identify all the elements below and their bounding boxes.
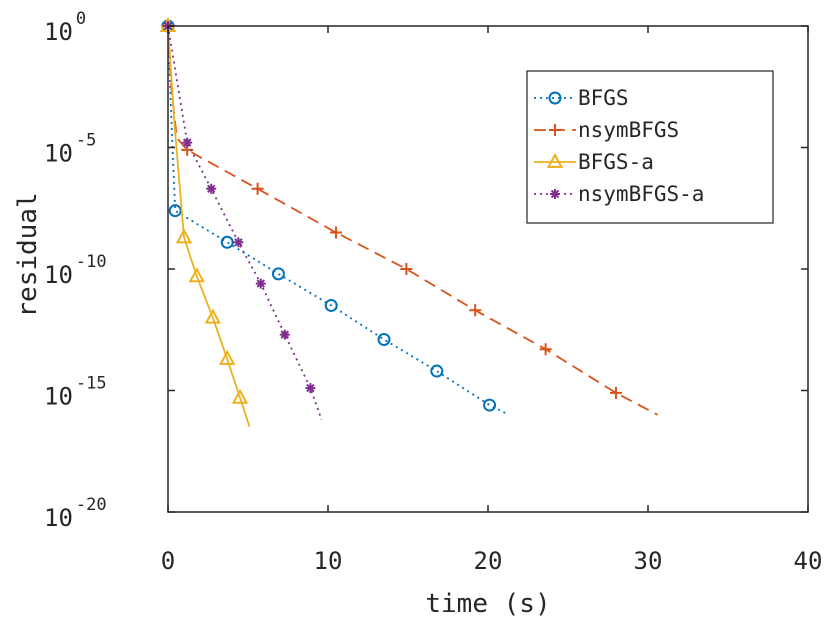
- data-point-bfgs-1: [168, 204, 182, 218]
- data-point-nsymbfgs-4: [400, 263, 413, 275]
- data-point-nsymbfgs-a-2: [206, 183, 217, 194]
- x-tick-label: 0: [161, 547, 175, 575]
- series-bfgs: [161, 19, 510, 416]
- data-point-nsymbfgs-3: [330, 226, 342, 239]
- legend-marker-nsymbfgs: [549, 124, 561, 136]
- legend-marker-bfgs: [548, 91, 562, 105]
- legend-marker-bfgs-a: [546, 152, 564, 168]
- x-axis-label: time (s): [425, 589, 550, 619]
- legend-label: nsymBFGS-a: [578, 182, 704, 206]
- data-point-nsymbfgs-a-3: [233, 237, 244, 248]
- series-nsymbfgs-a: [163, 21, 323, 421]
- y-tick-label: 10 -20: [44, 495, 107, 532]
- legend-item-bfgs-a: BFGS-a: [534, 150, 654, 174]
- data-point-bfgs-5: [377, 332, 391, 346]
- data-point-bfgs-2: [220, 235, 234, 249]
- series-line-bfgs-a: [167, 25, 251, 428]
- series-line-nsymbfgs-a: [167, 25, 323, 421]
- legend-label: BFGS-a: [578, 150, 654, 174]
- legend-label: nsymBFGS: [578, 118, 679, 142]
- series-line-bfgs: [167, 25, 510, 416]
- x-tick-label: 40: [794, 547, 823, 575]
- y-axis-label: residual: [13, 192, 43, 317]
- y-tick-label: 10 0: [44, 9, 86, 46]
- data-point-bfgs-4: [324, 298, 338, 312]
- data-point-bfgs-a-4: [219, 349, 236, 365]
- y-tick-label: 10 -5: [44, 131, 96, 168]
- data-point-nsymbfgs-a-1: [182, 137, 193, 148]
- legend-item-nsymbfgs-a: nsymBFGS-a: [534, 182, 704, 206]
- legend: BFGS nsymBFGS BFGS-a nsymBFGS-a: [526, 70, 774, 224]
- legend-box: [526, 70, 774, 224]
- data-point-bfgs-a-2: [188, 267, 205, 283]
- legend-marker-nsymbfgs-a: [550, 189, 560, 199]
- series-bfgs-a: [159, 16, 251, 428]
- y-tick-label: 10 -15: [44, 374, 107, 411]
- data-point-nsymbfgs-a-5: [279, 329, 290, 340]
- data-point-bfgs-a-1: [175, 228, 193, 244]
- legend-item-bfgs: BFGS: [534, 86, 629, 110]
- legend-label: BFGS: [578, 86, 629, 110]
- data-point-nsymbfgs-6: [539, 343, 552, 356]
- data-point-bfgs-a-5: [231, 388, 249, 404]
- data-point-nsymbfgs-7: [610, 386, 622, 399]
- x-tick-label: 10: [314, 547, 343, 575]
- data-point-bfgs-a-3: [204, 308, 221, 324]
- data-point-nsymbfgs-a-6: [305, 383, 316, 394]
- y-tick-label: 10 -10: [44, 252, 107, 289]
- data-point-nsymbfgs-a-4: [255, 278, 266, 289]
- data-point-bfgs-6: [430, 364, 444, 378]
- legend-item-nsymbfgs: nsymBFGS: [534, 118, 679, 142]
- x-tick-label: 20: [474, 547, 503, 575]
- data-point-bfgs-7: [483, 398, 497, 412]
- data-point-bfgs-3: [271, 267, 285, 281]
- data-point-nsymbfgs-5: [469, 304, 482, 317]
- data-point-nsymbfgs-2: [251, 182, 264, 195]
- x-tick-label: 30: [634, 547, 663, 575]
